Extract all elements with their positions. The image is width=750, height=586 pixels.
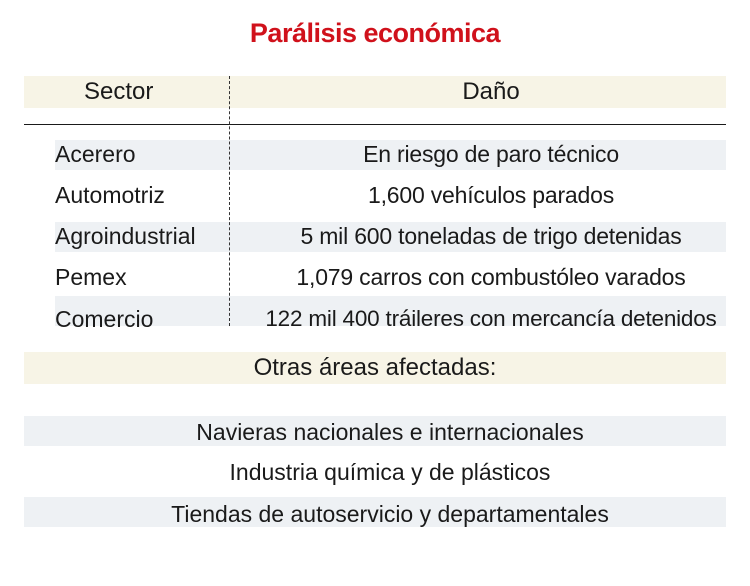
other-areas-heading: Otras áreas afectadas: [253, 354, 497, 381]
sector-cell: Agroindustrial [55, 223, 196, 249]
other-band [24, 497, 726, 527]
dano-cell: 1,600 vehículos parados [367, 182, 615, 208]
sector-cell: Acerero [55, 141, 136, 167]
row-band [55, 140, 726, 170]
row-band [55, 296, 726, 326]
sector-cell: Comercio [55, 306, 154, 332]
sector-cell: Pemex [55, 264, 127, 290]
header-rule [24, 124, 726, 125]
page-title: Parálisis económica [249, 18, 501, 48]
other-areas-header-band [24, 352, 726, 384]
dano-cell: 122 mil 400 tráileres con mercancía dete… [265, 306, 717, 331]
sector-cell: Automotriz [55, 182, 165, 208]
dano-cell: En riesgo de paro técnico [363, 141, 619, 167]
other-area-item: Navieras nacionales e internacionales [196, 419, 584, 445]
dano-cell: 5 mil 600 toneladas de trigo detenidas [300, 223, 682, 249]
other-area-item: Tiendas de autoservicio y departamentale… [171, 501, 609, 527]
other-area-item: Industria química y de plásticos [229, 459, 551, 485]
row-band [55, 222, 726, 252]
table-header-band [24, 76, 726, 108]
column-header-dano: Daño [462, 78, 520, 105]
column-divider [229, 76, 230, 326]
dano-cell: 1,079 carros con combustóleo varados [296, 264, 686, 290]
column-header-sector: Sector [84, 78, 154, 105]
other-band [24, 416, 726, 446]
